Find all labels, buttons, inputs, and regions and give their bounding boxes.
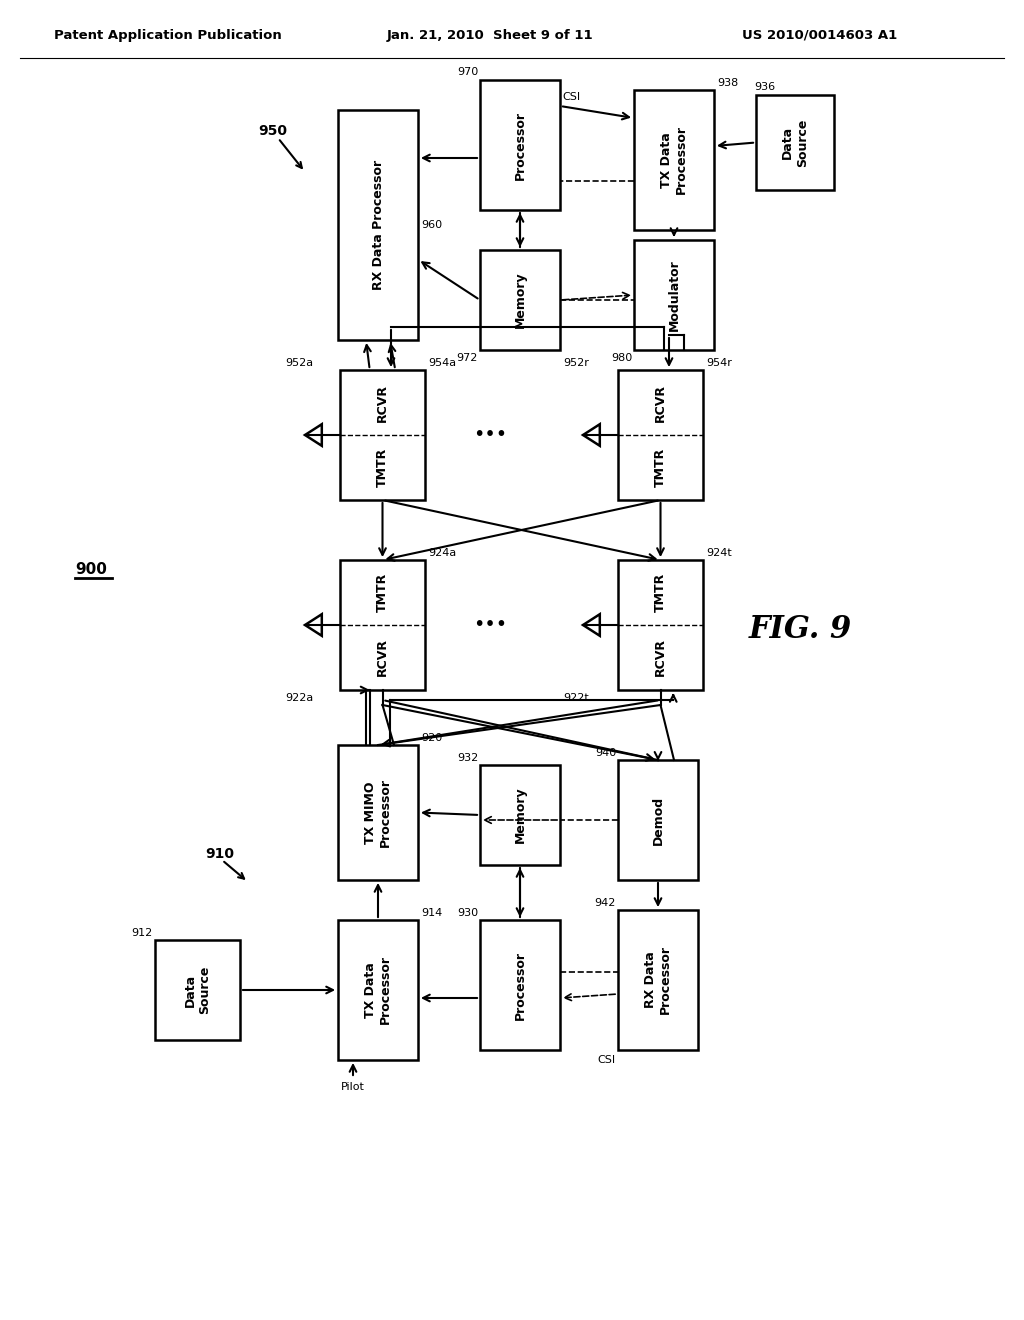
- Text: RCVR: RCVR: [376, 384, 389, 421]
- Text: 942: 942: [595, 898, 616, 908]
- Bar: [634, 240, 714, 350]
- Text: 932: 932: [457, 752, 478, 763]
- Bar: [155, 940, 240, 1040]
- Text: CSI: CSI: [562, 92, 581, 102]
- Bar: [340, 370, 425, 500]
- Text: 960: 960: [421, 220, 442, 230]
- Text: TMTR: TMTR: [376, 573, 389, 612]
- Text: TX Data
Processor: TX Data Processor: [660, 125, 688, 194]
- Text: 912: 912: [132, 928, 153, 939]
- Text: 980: 980: [610, 352, 632, 363]
- Text: RCVR: RCVR: [376, 639, 389, 676]
- Text: US 2010/0014603 A1: US 2010/0014603 A1: [742, 29, 898, 41]
- Text: 922t: 922t: [563, 693, 589, 704]
- Text: Pilot: Pilot: [341, 1082, 365, 1092]
- Text: FIG. 9: FIG. 9: [749, 615, 852, 645]
- Text: RX Data
Processor: RX Data Processor: [644, 945, 672, 1015]
- Text: 972: 972: [457, 352, 478, 363]
- Text: TMTR: TMTR: [654, 447, 667, 487]
- Text: 900: 900: [75, 562, 106, 578]
- Text: •••: •••: [473, 615, 507, 635]
- Bar: [340, 560, 425, 690]
- Text: 940: 940: [595, 748, 616, 758]
- Text: CSI: CSI: [598, 1055, 616, 1065]
- Text: Processor: Processor: [513, 111, 526, 180]
- Bar: [338, 744, 418, 880]
- Bar: [338, 110, 418, 341]
- Text: 950: 950: [258, 124, 287, 139]
- Text: 970: 970: [457, 67, 478, 77]
- Text: 954r: 954r: [706, 358, 732, 368]
- Text: 930: 930: [457, 908, 478, 917]
- Text: Jan. 21, 2010  Sheet 9 of 11: Jan. 21, 2010 Sheet 9 of 11: [387, 29, 593, 41]
- Text: Demod: Demod: [651, 796, 665, 845]
- Bar: [618, 370, 703, 500]
- Text: TX MIMO
Processor: TX MIMO Processor: [364, 777, 392, 847]
- Text: Data
Source: Data Source: [183, 966, 212, 1014]
- Text: 924t: 924t: [706, 548, 732, 558]
- Text: 938: 938: [717, 78, 738, 88]
- Bar: [756, 95, 834, 190]
- Text: RX Data Processor: RX Data Processor: [372, 160, 384, 290]
- Text: 914: 914: [421, 908, 442, 917]
- Text: Patent Application Publication: Patent Application Publication: [54, 29, 282, 41]
- Text: 952a: 952a: [285, 358, 313, 368]
- Text: 920: 920: [421, 733, 442, 743]
- Bar: [618, 560, 703, 690]
- Text: 924a: 924a: [428, 548, 457, 558]
- Text: Memory: Memory: [513, 787, 526, 843]
- Bar: [480, 81, 560, 210]
- Text: 910: 910: [205, 847, 234, 861]
- Text: •••: •••: [473, 425, 507, 445]
- Text: RCVR: RCVR: [654, 639, 667, 676]
- Text: 922a: 922a: [285, 693, 313, 704]
- Bar: [618, 760, 698, 880]
- Text: Data
Source: Data Source: [781, 119, 809, 166]
- Bar: [634, 90, 714, 230]
- Bar: [480, 766, 560, 865]
- Text: 954a: 954a: [428, 358, 456, 368]
- Bar: [618, 909, 698, 1049]
- Text: TX Data
Processor: TX Data Processor: [364, 956, 392, 1024]
- Text: 952r: 952r: [563, 358, 589, 368]
- Text: TMTR: TMTR: [654, 573, 667, 612]
- Bar: [480, 249, 560, 350]
- Text: 936: 936: [754, 82, 775, 92]
- Bar: [338, 920, 418, 1060]
- Text: Memory: Memory: [513, 272, 526, 329]
- Text: Modulator: Modulator: [668, 259, 681, 331]
- Bar: [480, 920, 560, 1049]
- Text: RCVR: RCVR: [654, 384, 667, 421]
- Text: TMTR: TMTR: [376, 447, 389, 487]
- Text: Processor: Processor: [513, 950, 526, 1019]
